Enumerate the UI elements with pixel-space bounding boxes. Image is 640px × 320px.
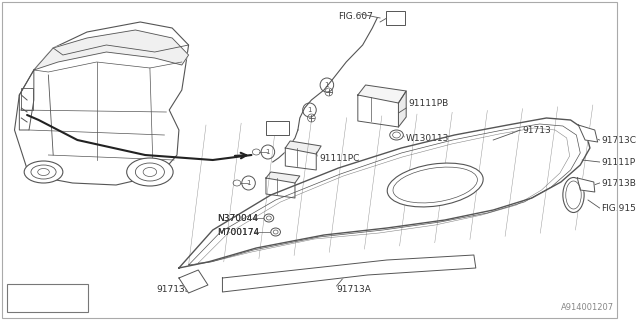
- Polygon shape: [358, 85, 406, 103]
- Text: 91713B: 91713B: [602, 179, 636, 188]
- Text: 0500035: 0500035: [33, 293, 76, 303]
- Polygon shape: [285, 141, 321, 154]
- Text: 91713C: 91713C: [602, 135, 637, 145]
- Text: 1: 1: [17, 295, 22, 301]
- FancyBboxPatch shape: [7, 284, 88, 312]
- Polygon shape: [577, 178, 595, 192]
- Text: FIG.607: FIG.607: [339, 12, 373, 21]
- Ellipse shape: [271, 228, 280, 236]
- FancyBboxPatch shape: [266, 121, 289, 135]
- Ellipse shape: [387, 163, 483, 207]
- Ellipse shape: [264, 214, 274, 222]
- FancyBboxPatch shape: [386, 11, 405, 25]
- Text: 1: 1: [266, 149, 270, 155]
- Text: 91713: 91713: [522, 125, 551, 134]
- Text: FIG.915: FIG.915: [602, 204, 636, 212]
- Polygon shape: [15, 22, 189, 185]
- Text: 1: 1: [307, 107, 312, 113]
- Bar: [21, 88, 33, 110]
- Text: 91111PB: 91111PB: [408, 99, 449, 108]
- Polygon shape: [579, 125, 598, 142]
- Polygon shape: [285, 148, 316, 170]
- Text: 91111PC: 91111PC: [319, 154, 360, 163]
- Polygon shape: [34, 30, 189, 70]
- Polygon shape: [223, 255, 476, 292]
- Polygon shape: [266, 172, 300, 183]
- Text: 91713D: 91713D: [157, 285, 192, 294]
- Polygon shape: [358, 95, 399, 127]
- Text: 91111P: 91111P: [602, 157, 636, 166]
- Ellipse shape: [563, 178, 584, 212]
- Ellipse shape: [24, 161, 63, 183]
- Ellipse shape: [390, 130, 403, 140]
- Polygon shape: [179, 270, 208, 293]
- Text: N370044: N370044: [218, 213, 259, 222]
- Text: 1: 1: [246, 180, 251, 186]
- Text: 1: 1: [324, 82, 329, 88]
- Polygon shape: [399, 91, 406, 127]
- Text: M700174: M700174: [218, 228, 260, 236]
- Polygon shape: [179, 118, 590, 268]
- Ellipse shape: [127, 158, 173, 186]
- Text: A914001207: A914001207: [561, 303, 614, 312]
- Text: M700174: M700174: [218, 228, 260, 236]
- Text: 91713A: 91713A: [337, 285, 371, 294]
- Polygon shape: [266, 178, 295, 198]
- Text: N370044: N370044: [218, 213, 259, 222]
- Text: W130113: W130113: [406, 133, 449, 142]
